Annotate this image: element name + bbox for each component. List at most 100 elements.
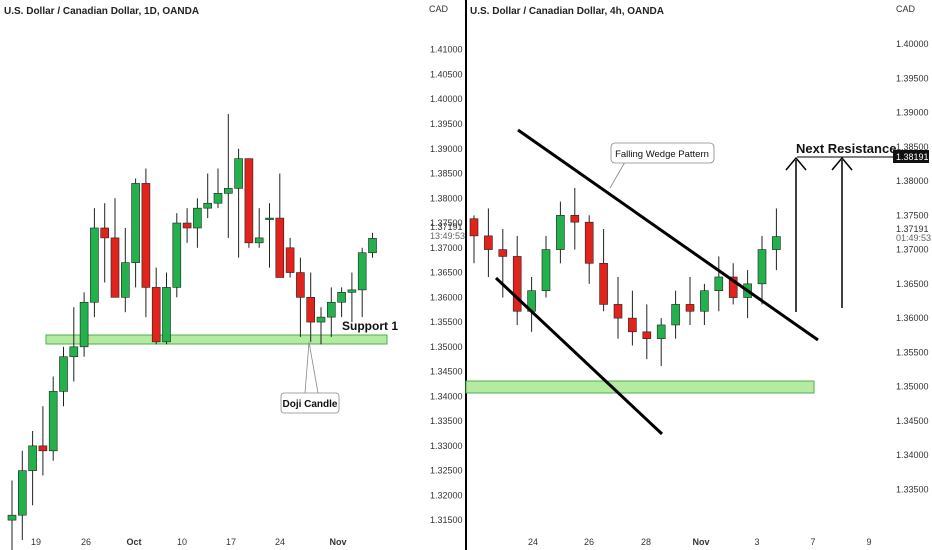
right-candle bbox=[642, 304, 652, 360]
left-candle bbox=[347, 272, 357, 323]
left-y-tick-label: 1.38000 bbox=[430, 193, 463, 203]
right-chart-title: U.S. Dollar / Canadian Dollar, 4h, OANDA bbox=[470, 6, 664, 17]
right-y-tick-label: 1.39000 bbox=[896, 108, 929, 118]
left-candle-body bbox=[38, 445, 48, 452]
left-candle-body bbox=[59, 356, 68, 392]
left-y-tick-label: 1.33000 bbox=[430, 441, 463, 451]
right-candle-body bbox=[541, 249, 551, 291]
left-candle bbox=[131, 178, 140, 288]
left-candle-body bbox=[172, 222, 182, 288]
right-candle-body bbox=[772, 236, 781, 250]
right-timer-label: 01:49:53 bbox=[896, 233, 931, 243]
right-candle bbox=[700, 283, 709, 325]
left-candle bbox=[296, 257, 305, 337]
right-candle-body bbox=[484, 235, 493, 250]
right-y-tick-label: 1.36000 bbox=[896, 313, 929, 323]
left-candle-body bbox=[296, 272, 305, 298]
left-x-tick-label: 24 bbox=[275, 537, 285, 547]
right-candle-body bbox=[613, 304, 623, 319]
left-candle bbox=[7, 480, 17, 550]
left-candle bbox=[151, 267, 161, 345]
right-candle bbox=[772, 208, 781, 271]
left-candle-body bbox=[110, 237, 120, 298]
left-candle-body bbox=[357, 252, 367, 291]
right-candle bbox=[541, 235, 551, 298]
right-candle bbox=[584, 215, 594, 284]
right-candle-body bbox=[628, 317, 637, 333]
left-candle-body bbox=[17, 470, 27, 516]
right-candle-body bbox=[700, 290, 709, 312]
right-candle-body bbox=[728, 276, 738, 298]
left-candle bbox=[69, 307, 79, 382]
left-candle-body bbox=[90, 227, 99, 303]
left-candle-body bbox=[151, 287, 161, 343]
right-y-axis: 1.40000 1.39500 1.39000 1.38500 1.38000 1.375… bbox=[896, 39, 929, 494]
left-y-tick-label: 1.34000 bbox=[430, 391, 463, 401]
left-candle-body bbox=[48, 391, 58, 452]
left-candle-body bbox=[28, 445, 37, 471]
right-x-tick-label: 7 bbox=[810, 537, 815, 547]
resistance-label: Next Resistance bbox=[796, 141, 896, 156]
right-y-tick-label: 1.36500 bbox=[896, 279, 929, 289]
left-candle-body bbox=[7, 514, 17, 521]
left-candle-body bbox=[368, 238, 377, 254]
left-price-label: 1.37191 bbox=[430, 222, 463, 232]
left-candle-body bbox=[121, 262, 130, 298]
left-y-tick-label: 1.38500 bbox=[430, 169, 463, 179]
right-candle-body bbox=[671, 304, 680, 326]
right-candle bbox=[469, 215, 479, 264]
right-chart-panel: U.S. Dollar / Canadian Dollar, 4h, OANDA… bbox=[465, 4, 931, 547]
right-candle bbox=[613, 276, 623, 339]
left-candle-body bbox=[244, 158, 254, 244]
left-candle-body bbox=[182, 222, 192, 229]
left-candle bbox=[28, 431, 37, 506]
right-y-tick-label: 1.39500 bbox=[896, 73, 929, 83]
right-x-axis: 24 26 28 Nov 3 7 9 bbox=[528, 537, 872, 547]
left-candle bbox=[48, 376, 58, 461]
right-candle bbox=[599, 229, 608, 312]
left-candle bbox=[275, 173, 285, 278]
left-y-tick-label: 1.40500 bbox=[430, 69, 463, 79]
left-candle-body bbox=[285, 247, 295, 273]
left-candle-body bbox=[326, 301, 336, 318]
left-candle bbox=[306, 272, 316, 342]
left-candle bbox=[193, 198, 202, 248]
right-candle-body bbox=[584, 221, 594, 264]
right-y-tick-label: 1.38000 bbox=[896, 176, 929, 186]
left-candle-body bbox=[141, 183, 151, 288]
right-candle-body bbox=[512, 256, 522, 312]
right-x-tick-label: Nov bbox=[692, 537, 709, 547]
right-candle-body bbox=[685, 304, 695, 312]
right-candle bbox=[512, 235, 522, 325]
right-candle bbox=[671, 290, 680, 339]
left-candle bbox=[254, 208, 264, 248]
left-candle bbox=[38, 406, 48, 476]
left-y-tick-label: 1.37500 bbox=[430, 218, 463, 228]
left-x-axis: 19 26 Oct 10 17 24 Nov bbox=[31, 537, 347, 547]
left-candle bbox=[337, 287, 346, 318]
left-candle bbox=[79, 292, 89, 357]
up-arrow-icon bbox=[785, 156, 807, 312]
left-candle bbox=[90, 208, 99, 318]
right-candle bbox=[757, 235, 767, 305]
left-y-tick-label: 1.40000 bbox=[430, 94, 463, 104]
left-candle bbox=[326, 287, 336, 337]
right-y-tick-label: 1.35500 bbox=[896, 347, 929, 357]
right-price-label: 1.37191 bbox=[896, 224, 929, 234]
left-candle-body bbox=[234, 158, 243, 189]
left-candle bbox=[234, 148, 243, 258]
right-candle-body bbox=[469, 218, 479, 237]
left-candle-body bbox=[69, 346, 79, 358]
left-y-axis: 1.41000 1.40500 1.40000 1.39500 1.39000 1.385… bbox=[430, 45, 463, 525]
right-candle bbox=[556, 201, 565, 264]
right-candle bbox=[484, 208, 493, 277]
support-zone bbox=[45, 334, 388, 345]
left-candle bbox=[316, 307, 326, 345]
wedge-upper-line bbox=[517, 128, 819, 342]
left-candle bbox=[162, 272, 171, 345]
right-candle bbox=[628, 290, 637, 346]
left-candle bbox=[244, 158, 254, 248]
left-candle bbox=[59, 346, 68, 407]
right-axis-unit: CAD bbox=[896, 4, 916, 14]
